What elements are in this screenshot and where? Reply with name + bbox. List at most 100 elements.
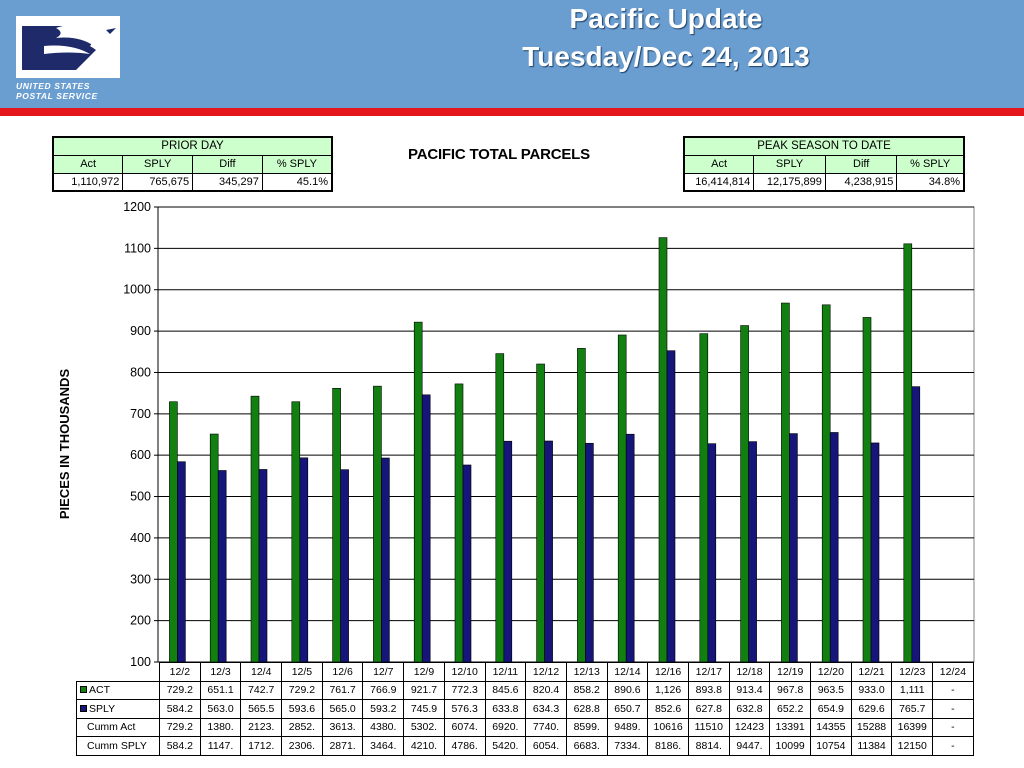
- prior-day-value: 345,297: [192, 172, 263, 192]
- data-label-cumm-sply: 10754: [810, 736, 852, 756]
- x-tick-label: 12/4: [240, 662, 283, 682]
- legend-label-act: ACT: [89, 684, 110, 697]
- x-tick-label: 12/9: [403, 662, 445, 682]
- data-label-act: 729.2: [281, 680, 323, 700]
- data-label-act: 967.8: [769, 680, 811, 700]
- data-label-cumm-act: 4380.: [362, 717, 405, 737]
- y-tick-label: 500: [130, 490, 151, 504]
- act-bar: [209, 433, 219, 663]
- peak-season-value: 16,414,814: [683, 172, 755, 192]
- data-label-act: 1,111: [891, 680, 934, 700]
- page-title: Pacific Update Tuesday/Dec 24, 2013: [436, 0, 896, 76]
- data-label-cumm-act: 12423: [728, 717, 771, 737]
- data-label-cumm-sply: 6683.: [565, 736, 608, 756]
- x-tick-label: 12/19: [769, 662, 811, 682]
- data-label-sply: 654.9: [810, 699, 852, 719]
- row-label-cumm-act: Cumm Act: [76, 717, 160, 737]
- chart-data-table: 12/2 12/3 12/4 12/5 12/6 12/7 12/9 12/10 12/11 12…: [76, 662, 974, 756]
- logo-wordmark: UNITED STATES POSTAL SERVICE: [16, 81, 120, 101]
- y-tick-label: 1100: [124, 241, 151, 255]
- data-label-sply: 593.6: [281, 699, 323, 719]
- data-label-cumm-act: 729.2: [159, 717, 201, 737]
- sply-bar: [299, 457, 309, 663]
- data-label-act: 913.4: [728, 680, 771, 700]
- legend-label-cumm-act: Cumm Act: [87, 721, 136, 734]
- row-label-cumm-sply: Cumm SPLY: [76, 736, 160, 756]
- data-label-cumm-sply: 9447.: [728, 736, 771, 756]
- act-bar: [291, 401, 301, 663]
- data-label-sply: 650.7: [606, 699, 649, 719]
- data-label-cumm-act: 15288: [850, 717, 893, 737]
- x-tick-label: 12/17: [687, 662, 730, 682]
- data-label-cumm-sply: 584.2: [159, 736, 201, 756]
- data-label-sply: 628.8: [565, 699, 608, 719]
- x-tick-label: 12/7: [362, 662, 405, 682]
- act-bar: [169, 401, 178, 663]
- y-tick-label: 900: [130, 324, 151, 338]
- x-tick-label: 12/24: [932, 662, 974, 682]
- header-stripe: [0, 108, 1024, 116]
- y-tick-label: 1200: [123, 200, 151, 214]
- act-bar: [862, 317, 872, 663]
- sply-bar: [707, 443, 717, 663]
- y-tick-label: 400: [130, 531, 151, 545]
- x-tick-label: 12/6: [321, 662, 364, 682]
- data-label-cumm-act: 1380.: [199, 717, 242, 737]
- table-header-row: 12/2 12/3 12/4 12/5 12/6 12/7 12/9 12/10 12/11 12…: [76, 662, 974, 682]
- data-label-act: 893.8: [687, 680, 730, 700]
- row-label-sply: SPLY: [76, 699, 160, 719]
- data-label-cumm-sply: 12150: [891, 736, 934, 756]
- sply-bar: [503, 440, 513, 663]
- data-label-cumm-sply: 2871.: [321, 736, 364, 756]
- data-label-cumm-act: -: [932, 717, 974, 737]
- peak-season-header: Act: [683, 154, 755, 174]
- data-label-cumm-sply: 3464.: [362, 736, 405, 756]
- data-label-sply: 652.2: [769, 699, 811, 719]
- data-label-cumm-sply: 7334.: [606, 736, 649, 756]
- sply-bar: [217, 470, 227, 663]
- sply-bar: [789, 433, 798, 663]
- data-label-act: 761.7: [321, 680, 364, 700]
- prior-day-table: PRIOR DAY Act SPLY Diff % SPLY 1,110,972…: [52, 136, 333, 192]
- data-label-sply: 563.0: [199, 699, 242, 719]
- prior-day-header: Diff: [192, 154, 263, 174]
- data-label-cumm-act: 2123.: [240, 717, 283, 737]
- table-row: Cumm Act 729.2 1380. 2123. 2852. 3613. 4380. 53…: [76, 717, 974, 737]
- x-tick-label: 12/10: [443, 662, 486, 682]
- data-label-cumm-sply: -: [932, 736, 974, 756]
- data-label-cumm-act: 11510: [687, 717, 730, 737]
- sply-bar: [340, 469, 349, 663]
- x-tick-label: 12/21: [850, 662, 893, 682]
- data-label-act: 772.3: [443, 680, 486, 700]
- x-tick-label: 12/12: [525, 662, 567, 682]
- data-label-sply: 634.3: [525, 699, 567, 719]
- peak-season-table: PEAK SEASON TO DATE Act SPLY Diff % SPLY…: [683, 136, 965, 192]
- data-label-cumm-act: 16399: [891, 717, 934, 737]
- data-label-cumm-act: 6920.: [484, 717, 527, 737]
- data-label-sply: 593.2: [362, 699, 405, 719]
- data-label-sply: 584.2: [159, 699, 201, 719]
- usps-logo: UNITED STATES POSTAL SERVICE: [16, 16, 120, 104]
- act-bar: [332, 387, 341, 663]
- peak-season-title: PEAK SEASON TO DATE: [683, 136, 965, 156]
- eagle-logo-icon: [16, 16, 120, 78]
- data-label-cumm-act: 2852.: [281, 717, 323, 737]
- data-label-sply: 565.0: [321, 699, 364, 719]
- x-tick-label: 12/16: [647, 662, 689, 682]
- data-label-cumm-act: 7740.: [525, 717, 567, 737]
- sply-bar: [421, 394, 431, 663]
- data-label-cumm-sply: 11384: [850, 736, 893, 756]
- sply-bar: [381, 457, 390, 663]
- table-corner: [76, 662, 160, 682]
- data-label-cumm-act: 5302.: [403, 717, 445, 737]
- data-label-act: 921.7: [403, 680, 445, 700]
- data-label-cumm-sply: 1712.: [240, 736, 283, 756]
- data-label-act: -: [932, 680, 974, 700]
- x-tick-label: 12/20: [810, 662, 852, 682]
- act-bar: [250, 395, 260, 663]
- peak-season-value: 34.8%: [896, 172, 965, 192]
- title-line-2: Tuesday/Dec 24, 2013: [522, 41, 810, 72]
- data-label-act: 858.2: [565, 680, 608, 700]
- data-label-cumm-act: 9489.: [606, 717, 649, 737]
- x-tick-label: 12/5: [281, 662, 323, 682]
